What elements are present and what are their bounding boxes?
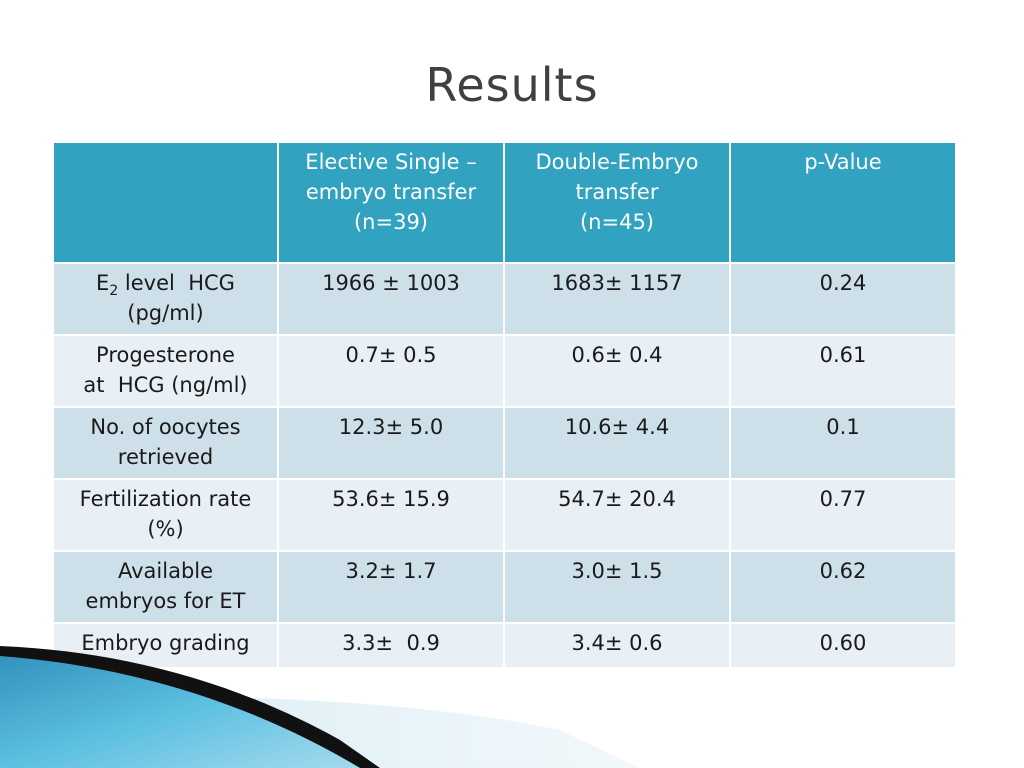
elective-value: 3.3± 0.9 <box>277 622 505 669</box>
row-label: Fertilization rate (%) <box>52 478 279 552</box>
double-value: 10.6± 4.4 <box>503 406 731 480</box>
header-empty-cell <box>52 141 279 264</box>
double-value: 3.0± 1.5 <box>503 550 731 624</box>
label-text: (%) <box>147 517 184 541</box>
subscript: 2 <box>109 283 119 300</box>
row-label: No. of oocytes retrieved <box>52 406 279 480</box>
label-text: Available <box>117 559 214 583</box>
double-value: 1683± 1157 <box>503 262 731 336</box>
double-value: 0.6± 0.4 <box>503 334 731 408</box>
slide-title: Results <box>425 58 599 112</box>
double-value: 3.4± 0.6 <box>503 622 731 669</box>
label-text: (pg/ml) <box>127 301 204 325</box>
table-row: Progesterone at HCG (ng/ml) 0.7± 0.5 0.6… <box>52 334 957 408</box>
header-double-embryo: Double-Embryo transfer (n=45) <box>503 141 731 264</box>
label-text: embryos for ET <box>85 589 246 613</box>
table-row: Embryo grading 3.3± 0.9 3.4± 0.6 0.60 <box>52 622 957 669</box>
elective-value: 1966 ± 1003 <box>277 262 505 336</box>
row-label: Embryo grading <box>52 622 279 669</box>
elective-value: 53.6± 15.9 <box>277 478 505 552</box>
header-line: Elective Single – <box>305 150 477 174</box>
header-line: (n=39) <box>353 210 428 234</box>
p-value: 0.77 <box>729 478 957 552</box>
p-value: 0.24 <box>729 262 957 336</box>
header-p-value: p-Value <box>729 141 957 264</box>
label-text: level HCG <box>118 271 235 295</box>
p-value: 0.1 <box>729 406 957 480</box>
table-row: E2 level HCG (pg/ml) 1966 ± 1003 1683± 1… <box>52 262 957 336</box>
label-text: E <box>96 271 110 295</box>
label-text: Fertilization rate <box>79 487 252 511</box>
table-header-row: Elective Single – embryo transfer (n=39)… <box>52 141 957 264</box>
table-row: No. of oocytes retrieved 12.3± 5.0 10.6±… <box>52 406 957 480</box>
swoosh-light-band <box>0 696 640 768</box>
header-line: Double-Embryo <box>535 150 699 174</box>
p-value: 0.60 <box>729 622 957 669</box>
header-elective-single: Elective Single – embryo transfer (n=39) <box>277 141 505 264</box>
elective-value: 3.2± 1.7 <box>277 550 505 624</box>
header-line: (n=45) <box>579 210 654 234</box>
label-text: at HCG (ng/ml) <box>83 373 248 397</box>
label-text: retrieved <box>117 445 214 469</box>
elective-value: 12.3± 5.0 <box>277 406 505 480</box>
label-text: No. of oocytes <box>90 415 241 439</box>
elective-value: 0.7± 0.5 <box>277 334 505 408</box>
label-text: Progesterone <box>96 343 235 367</box>
table-row: Fertilization rate (%) 53.6± 15.9 54.7± … <box>52 478 957 552</box>
double-value: 54.7± 20.4 <box>503 478 731 552</box>
header-line: transfer <box>575 180 659 204</box>
row-label: Available embryos for ET <box>52 550 279 624</box>
results-table: Elective Single – embryo transfer (n=39)… <box>52 141 957 669</box>
header-line: embryo transfer <box>305 180 477 204</box>
p-value: 0.62 <box>729 550 957 624</box>
row-label: Progesterone at HCG (ng/ml) <box>52 334 279 408</box>
row-label: E2 level HCG (pg/ml) <box>52 262 279 336</box>
p-value: 0.61 <box>729 334 957 408</box>
table-row: Available embryos for ET 3.2± 1.7 3.0± 1… <box>52 550 957 624</box>
